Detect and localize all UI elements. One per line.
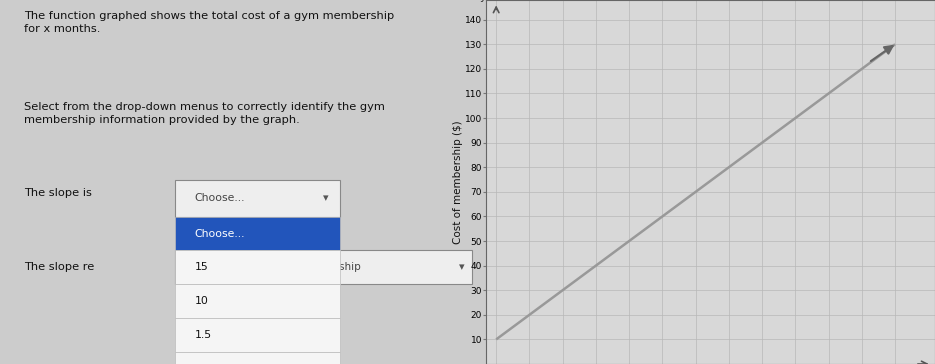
Text: Choose...: Choose... (194, 193, 245, 203)
Text: ▾: ▾ (323, 193, 328, 203)
FancyBboxPatch shape (175, 284, 340, 318)
Text: Choose...: Choose... (194, 229, 245, 238)
Y-axis label: Cost of membership ($): Cost of membership ($) (453, 120, 464, 244)
FancyBboxPatch shape (175, 352, 340, 364)
Text: The slope re: The slope re (24, 262, 94, 272)
Text: ▾: ▾ (459, 262, 465, 272)
FancyBboxPatch shape (175, 250, 471, 284)
FancyBboxPatch shape (175, 180, 340, 217)
Text: 1.5: 1.5 (194, 330, 211, 340)
Text: y: y (480, 0, 486, 3)
Text: The function graphed shows the total cost of a gym membership
for x months.: The function graphed shows the total cos… (24, 11, 395, 34)
Text: Select from the drop-down menus to correctly identify the gym
membership informa: Select from the drop-down menus to corre… (24, 102, 385, 125)
FancyBboxPatch shape (175, 217, 340, 250)
Text: 15: 15 (194, 262, 209, 272)
Text: monthly cost of the membership: monthly cost of the membership (190, 262, 360, 272)
FancyBboxPatch shape (175, 250, 340, 284)
Text: 10: 10 (194, 296, 209, 306)
Text: The slope is: The slope is (24, 188, 93, 198)
FancyBboxPatch shape (175, 318, 340, 352)
